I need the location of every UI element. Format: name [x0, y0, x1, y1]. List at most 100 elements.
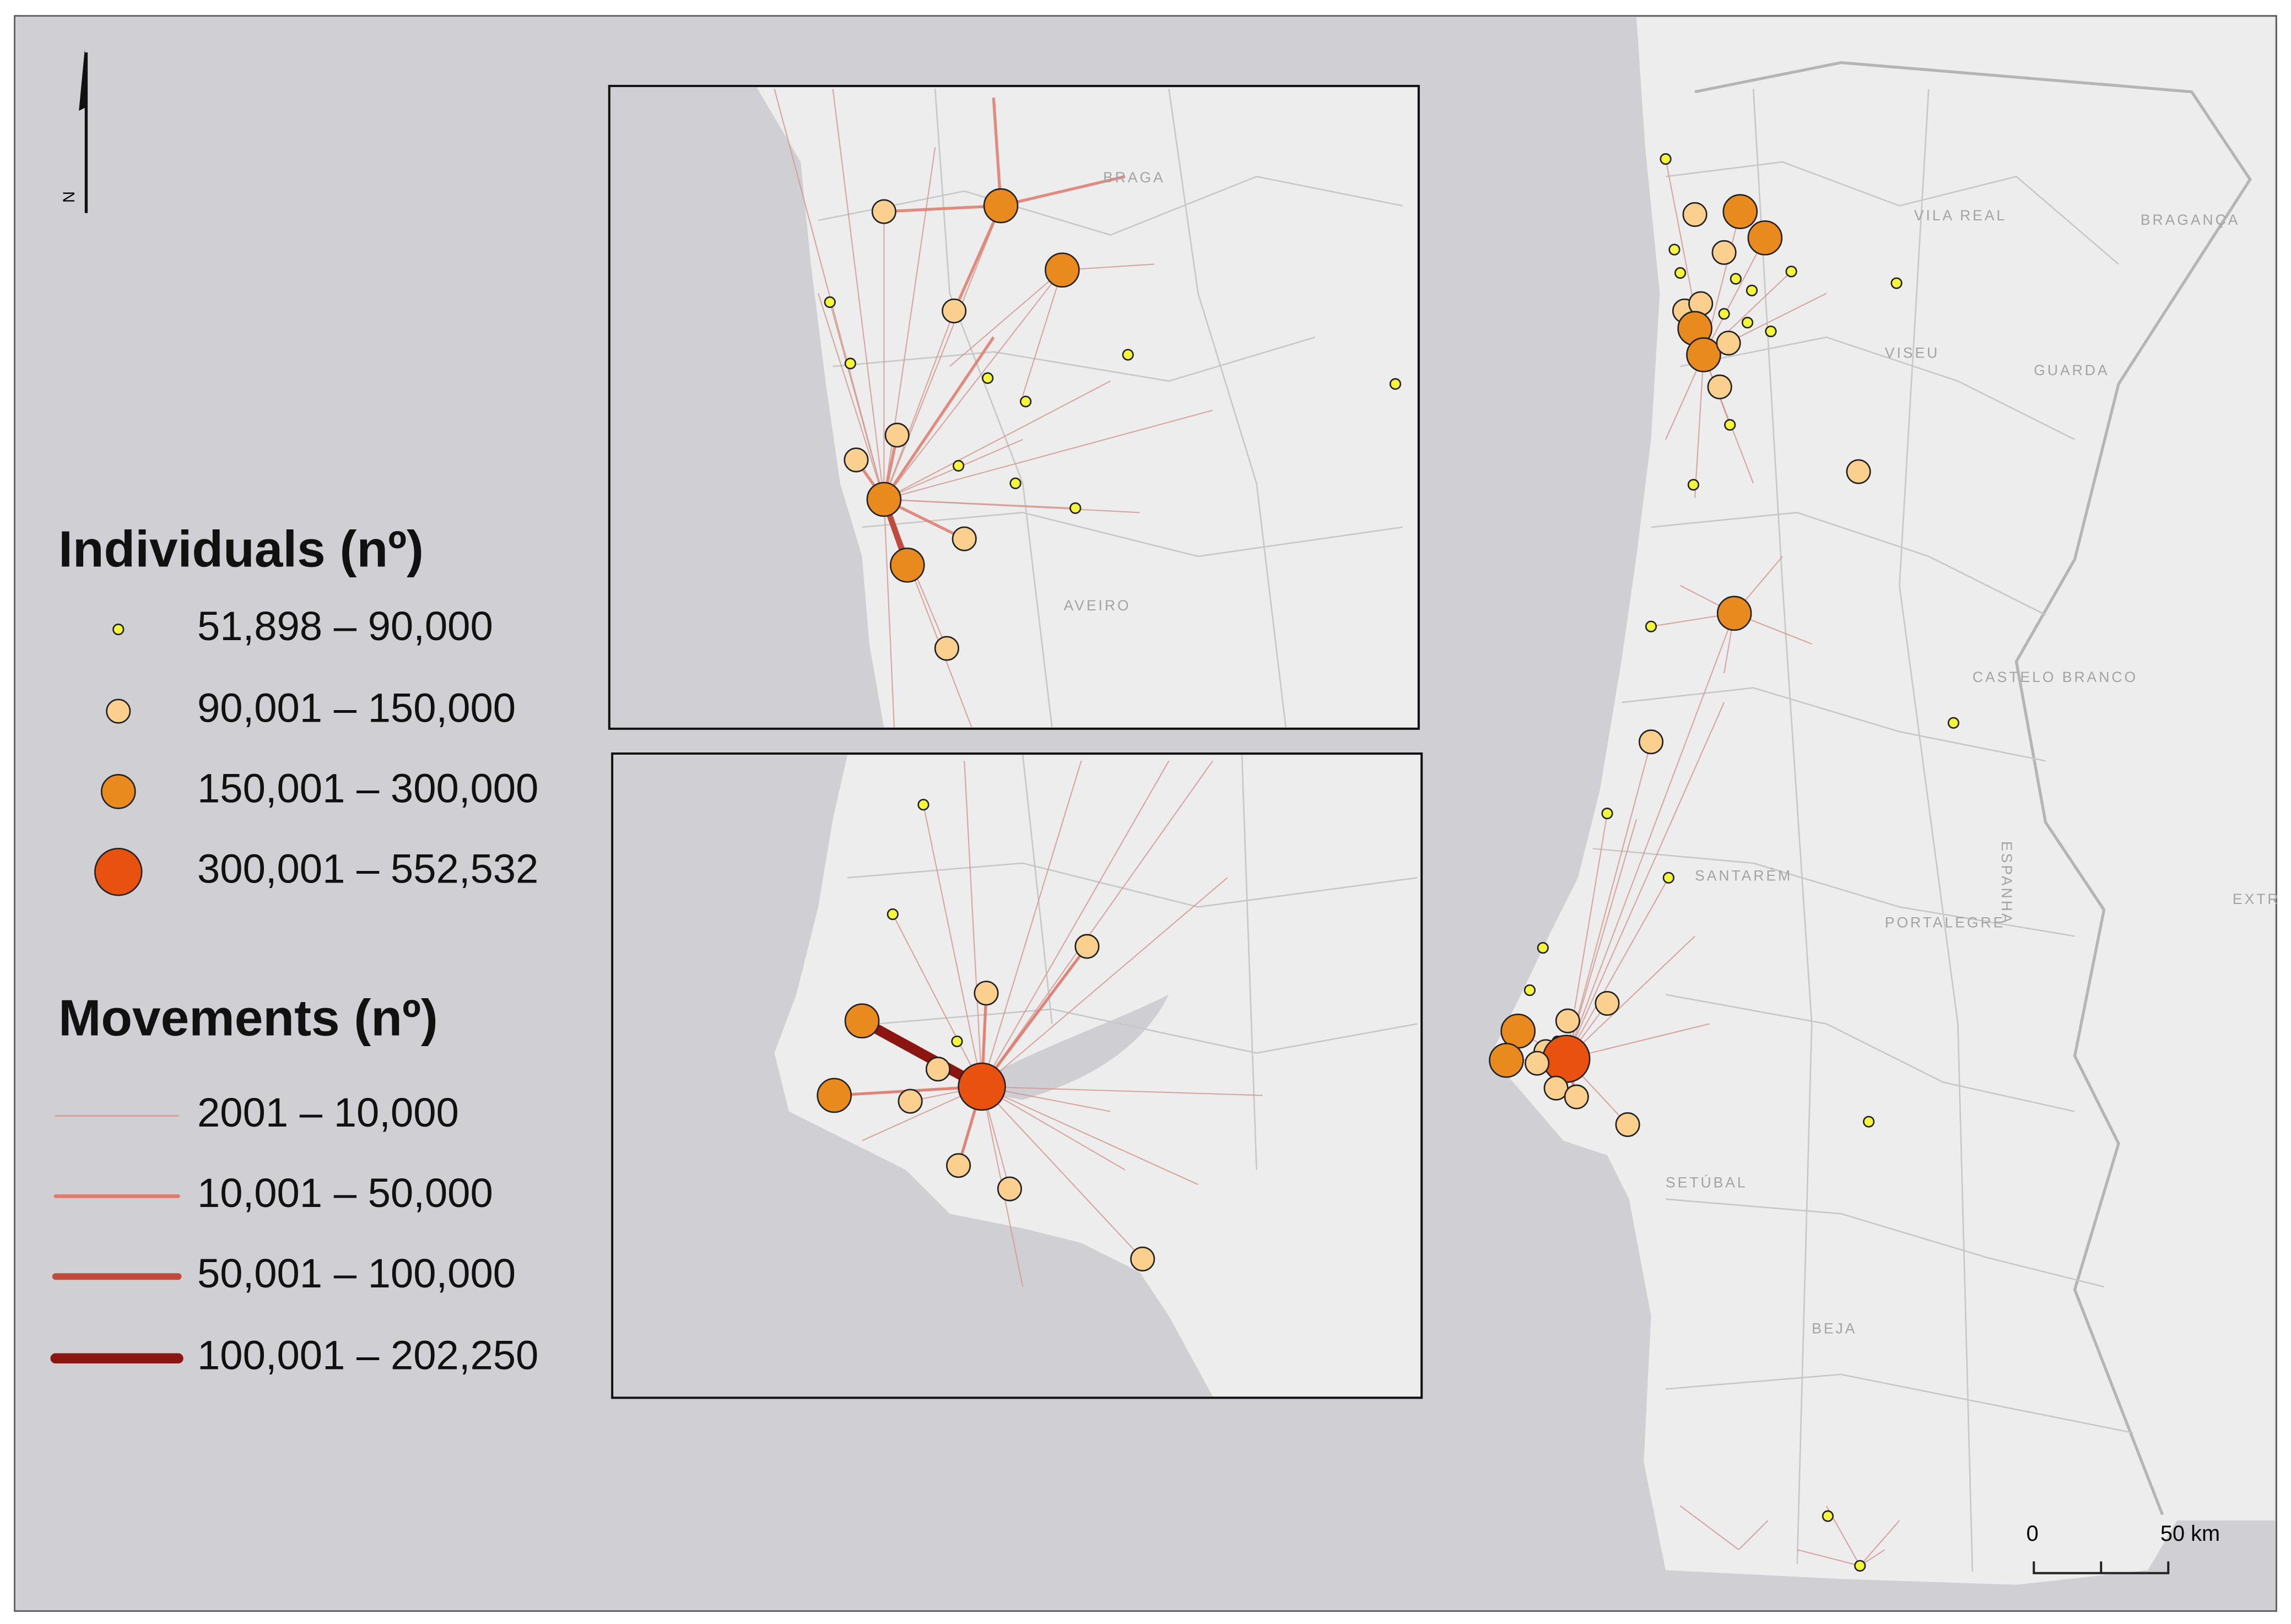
location-point — [1595, 990, 1620, 1016]
location-point — [1711, 240, 1737, 265]
municipal-borders — [1592, 89, 2133, 1572]
legend-symbol — [100, 774, 136, 809]
inset-south — [611, 752, 1423, 1399]
place-label: PORTALEGRE — [1885, 914, 2005, 930]
legend: Individuals (nº) Movements (nº) 51,898 –… — [50, 521, 538, 1378]
national-border — [1694, 61, 2252, 1515]
location-point — [1682, 202, 1708, 227]
legend-title: Individuals (nº) — [58, 521, 424, 578]
place-label: AVEIRO — [1064, 597, 1131, 614]
location-point — [983, 188, 1019, 224]
flow-line — [884, 499, 1076, 509]
location-point — [1707, 374, 1732, 399]
flow-line — [981, 1086, 1143, 1260]
location-point — [1555, 1008, 1580, 1033]
location-point — [844, 358, 856, 370]
legend-symbol — [112, 623, 125, 636]
flow-line — [883, 380, 1111, 500]
location-point — [1601, 808, 1613, 820]
flow-line — [884, 204, 1001, 213]
location-point — [1746, 284, 1758, 296]
location-point — [1947, 717, 1960, 729]
location-point — [1716, 331, 1741, 356]
location-point — [1718, 308, 1730, 320]
estuary — [964, 994, 1169, 1100]
place-label: BRAGA — [1103, 169, 1165, 186]
location-point — [1660, 153, 1672, 165]
flow-line — [883, 336, 995, 501]
flow-line — [1797, 1549, 1860, 1567]
place-label: ESPANHA — [1998, 841, 2015, 925]
location-point — [1045, 252, 1080, 288]
flow-line — [981, 1086, 1198, 1185]
land — [1490, 17, 2275, 1585]
location-point — [1662, 871, 1674, 884]
location-point — [1716, 596, 1752, 631]
flow-line — [1022, 269, 1063, 396]
location-point — [946, 1153, 971, 1178]
location-point — [974, 981, 999, 1006]
location-point — [1069, 502, 1082, 515]
scale-start: 0 — [2027, 1522, 2039, 1546]
flow-line — [883, 439, 1023, 500]
inset-land — [774, 755, 1420, 1396]
flow-line — [949, 269, 1063, 367]
location-point — [1724, 419, 1736, 431]
inset-borders — [818, 89, 1403, 728]
flow-line — [829, 302, 885, 500]
location-point — [844, 447, 869, 473]
place-label: EXTR — [2233, 891, 2281, 907]
location-point — [1564, 1084, 1589, 1109]
location-point — [1542, 1035, 1591, 1083]
flow-line — [981, 760, 1170, 1087]
location-point — [1846, 459, 1871, 484]
location-point — [1615, 1112, 1640, 1138]
location-point — [866, 481, 902, 517]
legend-label: 300,001 – 552,532 — [197, 846, 538, 891]
flow-line — [1703, 354, 1754, 484]
location-point — [1822, 1510, 1834, 1522]
location-point — [1747, 220, 1783, 256]
place-label: CASTELO BRANCO — [1973, 669, 2138, 685]
location-point — [1122, 349, 1134, 361]
location-point — [958, 1062, 1006, 1111]
location-point — [844, 1003, 880, 1039]
location-point — [1525, 1051, 1550, 1076]
flow-line — [1703, 237, 1766, 355]
location-point — [1638, 729, 1664, 755]
location-point — [1668, 243, 1681, 256]
flow-line — [1679, 1505, 1739, 1551]
flow-line — [992, 98, 1003, 206]
inset-frame — [608, 85, 1420, 730]
place-labels: BRAGA AVEIRO VILA REAL BRAGANÇA VISEU GUARDA C… — [1064, 169, 2281, 1337]
flow-line — [884, 409, 1213, 500]
location-point — [982, 372, 994, 385]
location-point — [1019, 396, 1032, 408]
legend-label: 100,001 – 202,250 — [197, 1332, 538, 1378]
flow-line — [1565, 613, 1735, 1059]
flow-line — [1565, 935, 1695, 1059]
place-label: BRAGANÇA — [2141, 212, 2240, 228]
flow-line — [981, 1086, 1263, 1096]
location-point — [1130, 1246, 1155, 1271]
inset-north — [608, 85, 1420, 730]
flow-line — [1859, 1520, 1900, 1567]
flow-line — [981, 760, 1213, 1087]
legend-label: 51,898 – 90,000 — [197, 603, 493, 649]
legend-label: 50,001 – 100,000 — [197, 1251, 516, 1296]
location-point — [1537, 942, 1549, 954]
flow-line — [883, 205, 1002, 500]
location-point — [817, 1078, 852, 1113]
place-label: SETÚBAL — [1666, 1174, 1748, 1191]
location-point — [1722, 194, 1758, 229]
location-point — [1074, 934, 1100, 959]
flow-line — [980, 945, 1089, 1088]
inset-borders — [847, 755, 1418, 1170]
north-label: N — [61, 191, 78, 203]
points — [817, 153, 1960, 1572]
legend-symbol — [94, 847, 143, 896]
location-point — [1854, 1560, 1866, 1572]
location-point — [889, 548, 925, 583]
location-point — [1765, 325, 1777, 338]
location-point — [942, 298, 967, 323]
